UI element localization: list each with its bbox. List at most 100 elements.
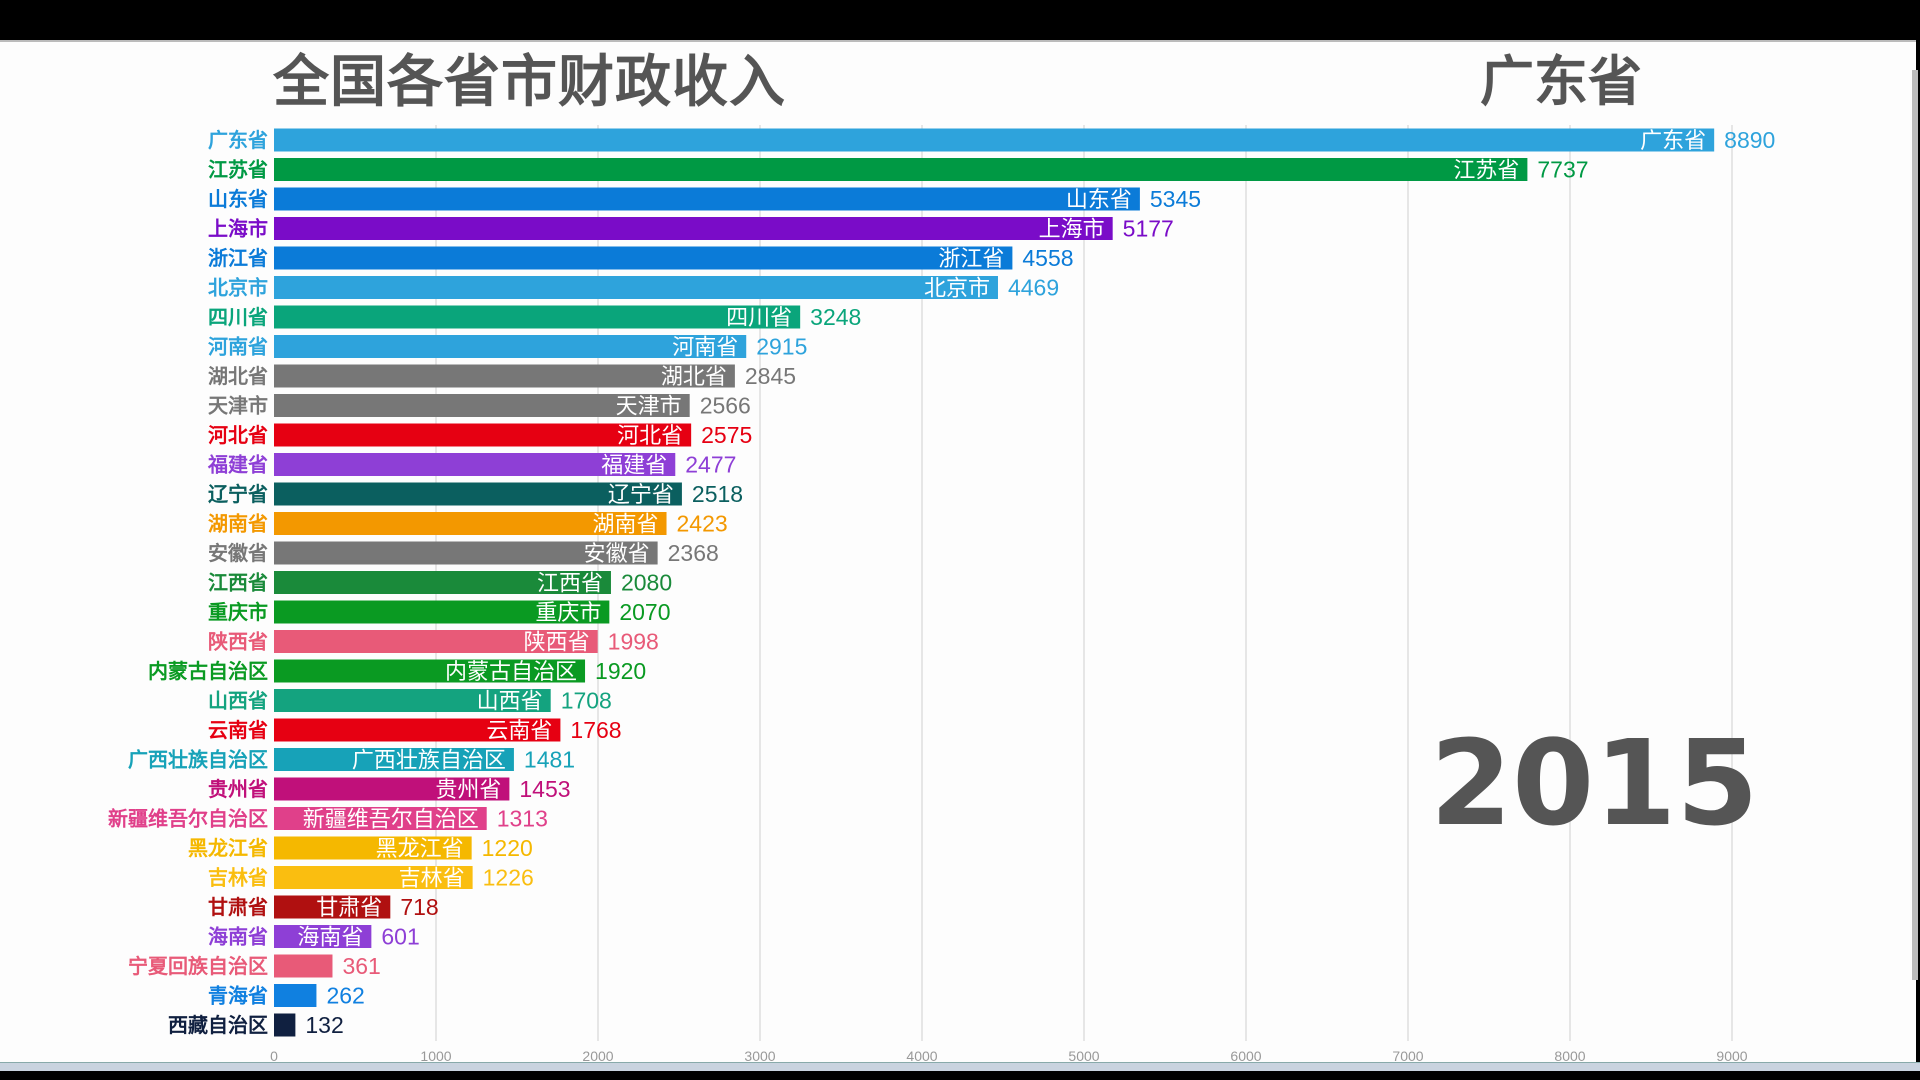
bar [274,895,391,919]
bar [274,541,658,565]
bar [274,394,690,417]
category-label: 河北省 [208,423,268,447]
bar [274,718,561,742]
value-label: 5177 [1123,216,1174,242]
bar-inner-label: 山西省 [477,690,543,715]
scrollbar[interactable] [1912,70,1918,980]
bar [274,571,611,594]
value-label: 2566 [700,393,751,419]
bar [274,836,472,860]
bar-inner-label: 江苏省 [1453,159,1519,184]
value-label: 2368 [668,540,719,566]
bar-inner-label: 湖北省 [661,365,727,390]
value-label: 1768 [570,717,621,743]
bar [274,158,1528,181]
bar [274,748,514,771]
bar [274,984,317,1007]
value-label: 2080 [621,570,672,596]
value-label: 361 [342,953,380,979]
bar [274,600,610,624]
category-label: 辽宁省 [208,482,268,506]
category-label: 云南省 [208,718,268,742]
value-label: 262 [326,983,364,1009]
bar-inner-label: 江西省 [537,572,603,597]
bar-inner-label: 浙江省 [938,247,1004,272]
bar [274,807,487,830]
category-label: 吉林省 [208,866,268,890]
category-label: 广东省 [208,128,268,152]
category-label: 湖北省 [208,364,268,388]
bar [274,453,676,476]
category-label: 西藏自治区 [168,1013,268,1037]
category-label: 北京市 [208,276,268,300]
bar-inner-label: 重庆市 [535,601,601,626]
category-label: 天津市 [208,394,268,418]
bar [274,1013,296,1037]
value-label: 2845 [745,363,796,389]
bar [274,276,998,299]
bar [274,335,747,358]
bar [274,187,1140,211]
player-control-bar[interactable] [0,1062,1920,1071]
x-tick-label: 7000 [1392,1048,1423,1064]
category-label: 山东省 [208,187,268,211]
value-label: 2518 [692,481,743,507]
bar [274,689,551,712]
bar-inner-label: 海南省 [297,926,363,951]
bar [274,925,372,948]
leader-label: 广东省 [1480,50,1642,113]
bar-inner-label: 甘肃省 [316,896,382,921]
value-label: 4469 [1008,275,1059,301]
category-label: 安徽省 [208,541,268,565]
value-label: 2423 [677,511,728,537]
bar-inner-label: 吉林省 [399,867,465,892]
bar-inner-label: 云南省 [486,719,552,744]
bar [274,954,333,978]
value-label: 1313 [497,806,548,832]
category-label: 宁夏回族自治区 [128,954,268,978]
bar-inner-label: 安徽省 [584,542,650,567]
bar-inner-label: 陕西省 [524,631,590,656]
category-label: 陕西省 [208,630,268,654]
bar [274,423,692,447]
value-label: 4558 [1022,245,1073,271]
x-tick-label: 8000 [1554,1048,1585,1064]
bar-inner-label: 河南省 [672,336,738,361]
bar-inner-label: 北京市 [924,277,990,302]
bar-inner-label: 河北省 [617,424,683,449]
category-label: 河南省 [208,335,268,359]
category-label: 新疆维吾尔自治区 [108,807,268,831]
category-label: 山西省 [208,689,268,713]
category-label: 内蒙古自治区 [148,659,268,683]
category-label: 上海市 [208,217,268,241]
category-label: 贵州省 [208,777,268,801]
bar [274,217,1113,240]
x-tick-label: 0 [270,1048,278,1064]
bar-inner-label: 黑龙江省 [376,837,464,862]
x-tick-label: 1000 [420,1048,451,1064]
category-label: 江西省 [208,571,268,595]
bar-inner-label: 四川省 [726,306,792,331]
value-label: 601 [381,924,419,950]
bar-inner-label: 天津市 [616,395,682,420]
value-label: 1708 [561,688,612,714]
bar [274,512,667,535]
bar-inner-label: 上海市 [1039,218,1105,243]
x-tick-label: 3000 [744,1048,775,1064]
category-label: 重庆市 [208,600,268,624]
category-label: 江苏省 [208,158,268,182]
category-label: 福建省 [207,453,268,477]
category-label: 甘肃省 [208,895,268,919]
bar [274,482,682,506]
value-label: 2477 [685,452,736,478]
value-label: 2915 [756,334,807,360]
value-label: 1481 [524,747,575,773]
category-label: 海南省 [208,925,268,949]
category-label: 青海省 [208,984,268,1008]
x-tick-label: 5000 [1068,1048,1099,1064]
value-label: 5345 [1150,186,1201,212]
value-label: 2575 [701,422,752,448]
value-label: 3248 [810,304,861,330]
